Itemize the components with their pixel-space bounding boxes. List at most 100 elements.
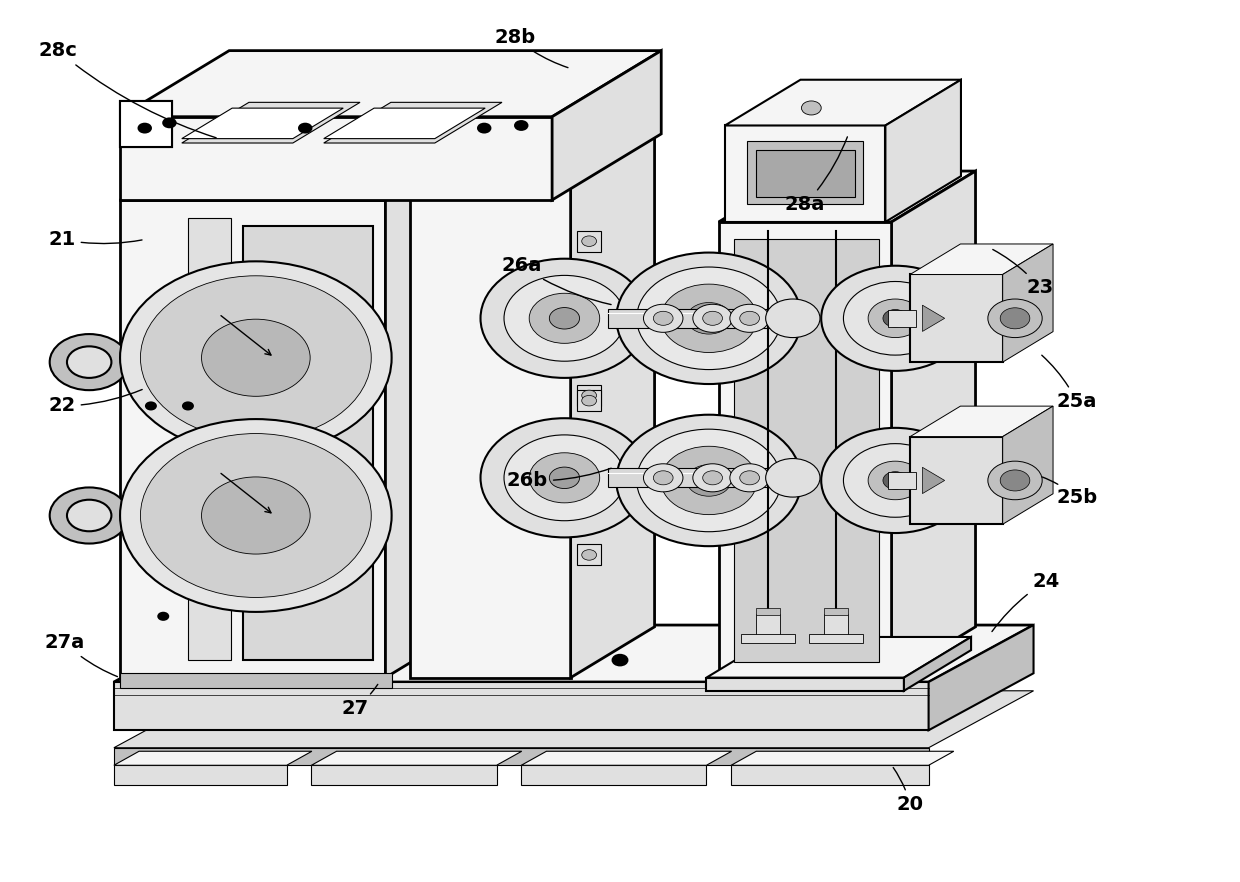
- Circle shape: [481, 418, 649, 537]
- Circle shape: [868, 461, 923, 500]
- Polygon shape: [923, 305, 945, 332]
- Circle shape: [50, 334, 129, 390]
- Polygon shape: [732, 766, 929, 785]
- Bar: [756, 614, 780, 636]
- Polygon shape: [707, 637, 971, 677]
- Circle shape: [909, 647, 924, 656]
- Text: 28a: 28a: [785, 137, 847, 213]
- Circle shape: [868, 299, 923, 338]
- Polygon shape: [577, 544, 601, 565]
- Circle shape: [765, 459, 820, 497]
- Circle shape: [843, 281, 947, 355]
- Polygon shape: [311, 766, 496, 785]
- Polygon shape: [904, 637, 971, 691]
- Text: 26a: 26a: [501, 256, 611, 304]
- Polygon shape: [324, 102, 502, 143]
- Circle shape: [687, 303, 732, 334]
- Text: 28b: 28b: [495, 28, 568, 68]
- Circle shape: [703, 311, 723, 325]
- Circle shape: [835, 650, 849, 661]
- Circle shape: [366, 654, 381, 665]
- Circle shape: [821, 428, 970, 533]
- Polygon shape: [114, 625, 1033, 682]
- Polygon shape: [120, 200, 386, 677]
- Bar: [823, 614, 848, 636]
- Bar: [742, 634, 795, 643]
- Circle shape: [616, 415, 801, 546]
- Circle shape: [479, 123, 490, 132]
- Polygon shape: [120, 50, 661, 116]
- Circle shape: [503, 435, 625, 520]
- Circle shape: [202, 319, 310, 396]
- Polygon shape: [734, 239, 879, 662]
- Circle shape: [740, 471, 759, 485]
- Polygon shape: [182, 102, 360, 143]
- Polygon shape: [114, 691, 1033, 748]
- Circle shape: [515, 121, 527, 130]
- Bar: [608, 468, 792, 488]
- Text: 28c: 28c: [38, 41, 216, 138]
- Bar: [808, 634, 863, 643]
- Polygon shape: [182, 108, 343, 138]
- Circle shape: [883, 310, 908, 327]
- Circle shape: [821, 265, 970, 371]
- Circle shape: [653, 311, 673, 325]
- Polygon shape: [929, 625, 1033, 730]
- Polygon shape: [188, 218, 231, 660]
- Circle shape: [140, 276, 371, 440]
- Circle shape: [740, 311, 759, 325]
- Circle shape: [730, 464, 769, 492]
- Circle shape: [529, 294, 600, 343]
- Text: 26b: 26b: [507, 468, 611, 490]
- Polygon shape: [120, 101, 172, 147]
- Polygon shape: [910, 274, 1003, 363]
- Polygon shape: [577, 385, 601, 406]
- Circle shape: [760, 654, 775, 665]
- Text: 25a: 25a: [1042, 355, 1097, 411]
- Text: 27: 27: [341, 684, 378, 718]
- Circle shape: [503, 275, 625, 362]
- Polygon shape: [910, 406, 1053, 437]
- Polygon shape: [114, 751, 312, 766]
- Circle shape: [164, 118, 176, 127]
- Polygon shape: [923, 467, 945, 494]
- Circle shape: [481, 258, 649, 377]
- Circle shape: [582, 390, 596, 400]
- Polygon shape: [910, 244, 1053, 274]
- Polygon shape: [725, 79, 961, 125]
- Polygon shape: [892, 171, 976, 677]
- Polygon shape: [114, 748, 929, 766]
- Circle shape: [693, 304, 733, 333]
- Text: 24: 24: [992, 572, 1059, 632]
- Circle shape: [693, 464, 733, 492]
- Circle shape: [67, 347, 112, 377]
- Circle shape: [661, 446, 758, 514]
- Circle shape: [181, 654, 196, 665]
- Circle shape: [299, 123, 311, 132]
- Polygon shape: [120, 673, 392, 688]
- Polygon shape: [558, 296, 577, 358]
- Circle shape: [703, 471, 723, 485]
- Circle shape: [988, 299, 1042, 338]
- Polygon shape: [521, 766, 707, 785]
- Polygon shape: [311, 751, 522, 766]
- Circle shape: [687, 465, 732, 497]
- Circle shape: [50, 488, 129, 543]
- Circle shape: [653, 471, 673, 485]
- Circle shape: [616, 252, 801, 384]
- Circle shape: [636, 267, 781, 370]
- Text: 25b: 25b: [1043, 477, 1097, 507]
- Polygon shape: [386, 149, 470, 677]
- Circle shape: [139, 123, 151, 132]
- Text: 23: 23: [993, 250, 1053, 297]
- Text: 21: 21: [48, 230, 143, 249]
- Circle shape: [202, 477, 310, 554]
- Polygon shape: [552, 50, 661, 200]
- Circle shape: [801, 101, 821, 115]
- Circle shape: [549, 308, 579, 329]
- Polygon shape: [577, 231, 601, 251]
- Text: 27a: 27a: [45, 633, 118, 676]
- Polygon shape: [120, 101, 172, 147]
- Circle shape: [644, 464, 683, 492]
- Bar: [823, 608, 848, 615]
